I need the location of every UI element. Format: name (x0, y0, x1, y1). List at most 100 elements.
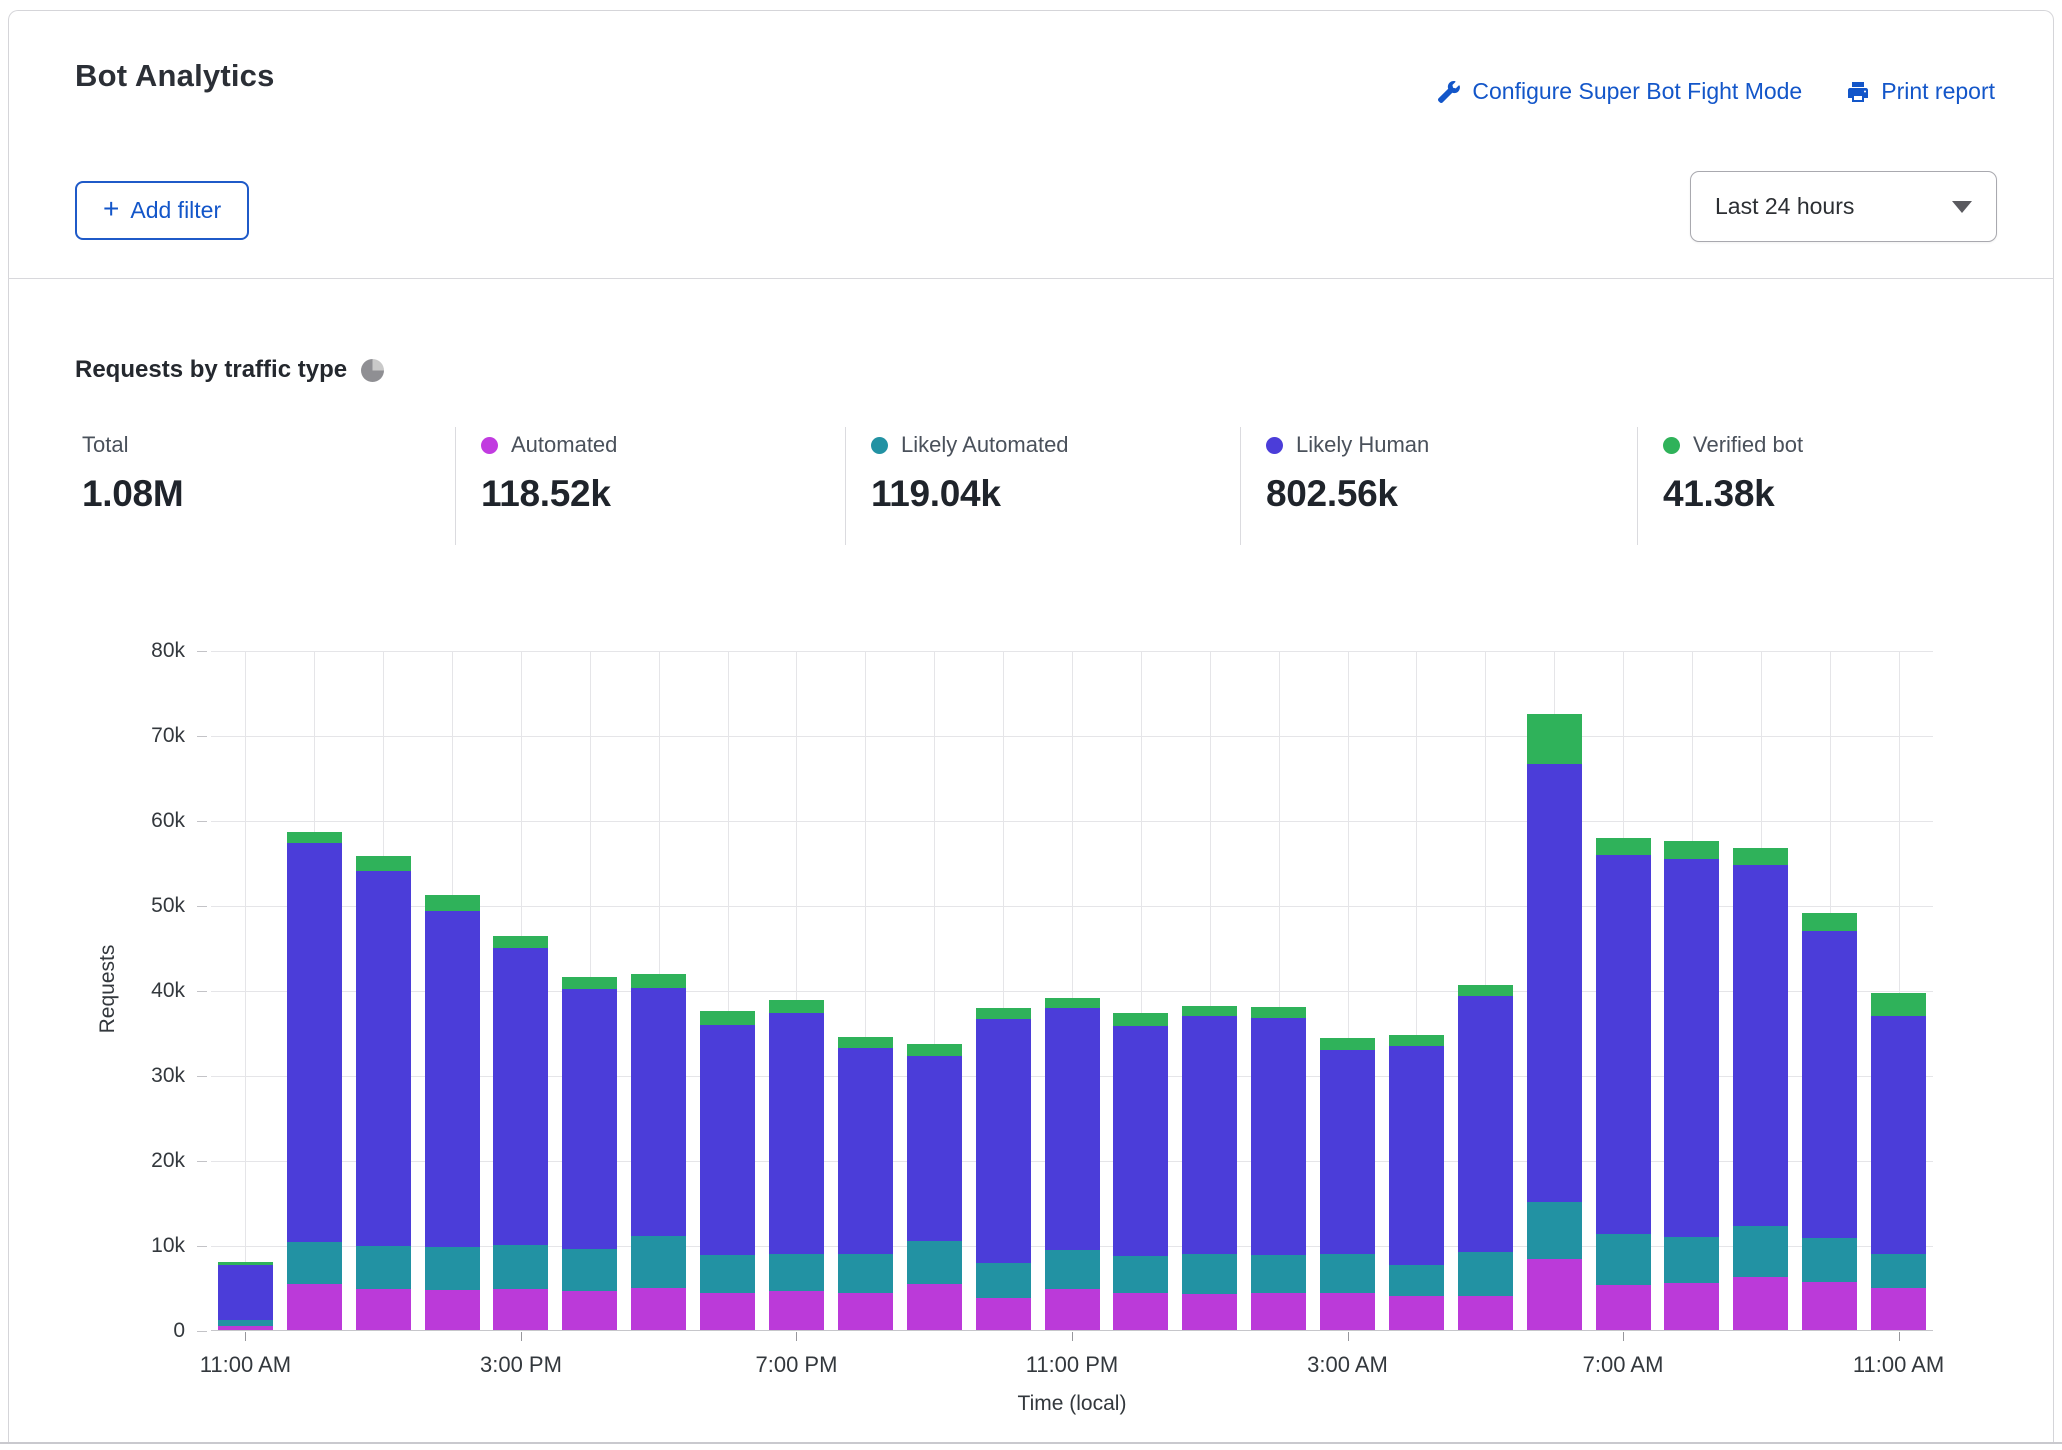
bar-9:00 PM[interactable] (906, 1044, 962, 1330)
bar-segment-likely-automated[interactable] (1457, 1251, 1513, 1296)
bar-segment-verified-bot[interactable] (1802, 912, 1858, 932)
bar-segment-likely-human[interactable] (1044, 1007, 1100, 1251)
bar-segment-likely-human[interactable] (631, 988, 687, 1236)
bar-segment-automated[interactable] (1457, 1296, 1513, 1330)
bar-2:00 PM[interactable] (424, 894, 480, 1330)
bar-segment-likely-human[interactable] (700, 1024, 756, 1256)
bar-segment-likely-automated[interactable] (837, 1254, 893, 1293)
bar-segment-likely-automated[interactable] (286, 1241, 342, 1285)
bar-segment-likely-automated[interactable] (975, 1262, 1031, 1298)
bar-segment-likely-human[interactable] (906, 1056, 962, 1241)
bar-segment-likely-human[interactable] (1802, 931, 1858, 1239)
bar-segment-automated[interactable] (493, 1289, 549, 1330)
bar-segment-likely-human[interactable] (837, 1047, 893, 1255)
bar-segment-likely-automated[interactable] (1320, 1254, 1376, 1294)
bar-segment-verified-bot[interactable] (286, 831, 342, 843)
bar-segment-automated[interactable] (1871, 1288, 1927, 1330)
bar-segment-verified-bot[interactable] (1664, 841, 1720, 860)
bar-7:00 PM[interactable] (768, 1000, 824, 1330)
bar-11:00 PM[interactable] (1044, 997, 1100, 1330)
bar-segment-automated[interactable] (1526, 1258, 1582, 1330)
bar-segment-likely-human[interactable] (286, 842, 342, 1242)
bar-5:00 AM[interactable] (1457, 984, 1513, 1330)
bar-segment-verified-bot[interactable] (1044, 997, 1100, 1008)
bar-segment-likely-human[interactable] (493, 947, 549, 1246)
configure-super-bot-fight-mode-link[interactable]: Configure Super Bot Fight Mode (1437, 78, 1802, 105)
bar-segment-likely-automated[interactable] (631, 1235, 687, 1289)
stat-automated[interactable]: Automated 118.52k (455, 427, 845, 545)
bar-segment-verified-bot[interactable] (906, 1044, 962, 1057)
bar-12:00 AM[interactable] (1113, 1012, 1169, 1330)
bar-segment-likely-automated[interactable] (700, 1255, 756, 1293)
bar-segment-verified-bot[interactable] (837, 1036, 893, 1048)
bar-1:00 PM[interactable] (355, 855, 411, 1330)
bar-segment-verified-bot[interactable] (1182, 1006, 1238, 1017)
bar-10:00 AM[interactable] (1802, 912, 1858, 1330)
bar-segment-verified-bot[interactable] (631, 973, 687, 989)
bar-segment-automated[interactable] (1388, 1296, 1444, 1330)
bar-segment-verified-bot[interactable] (1526, 713, 1582, 764)
bar-11:00 AM[interactable] (1871, 993, 1927, 1330)
bar-segment-automated[interactable] (1320, 1293, 1376, 1330)
bar-3:00 AM[interactable] (1320, 1037, 1376, 1330)
bar-segment-likely-human[interactable] (1251, 1018, 1307, 1256)
bar-segment-likely-human[interactable] (1320, 1049, 1376, 1255)
stat-verified-bot[interactable]: Verified bot 41.38k (1637, 427, 1992, 545)
bar-segment-likely-automated[interactable] (355, 1245, 411, 1290)
bar-6:00 AM[interactable] (1526, 713, 1582, 1330)
bar-segment-likely-automated[interactable] (1733, 1226, 1789, 1278)
bar-segment-likely-human[interactable] (562, 989, 618, 1250)
bar-segment-likely-automated[interactable] (1113, 1256, 1169, 1294)
bar-segment-verified-bot[interactable] (1595, 837, 1651, 855)
bar-segment-automated[interactable] (424, 1290, 480, 1330)
bar-segment-automated[interactable] (286, 1284, 342, 1330)
bar-5:00 PM[interactable] (631, 973, 687, 1330)
bar-segment-automated[interactable] (1182, 1294, 1238, 1330)
bar-segment-verified-bot[interactable] (1457, 984, 1513, 996)
print-report-link[interactable]: Print report (1846, 78, 1995, 105)
bar-segment-verified-bot[interactable] (355, 855, 411, 872)
bar-segment-likely-automated[interactable] (217, 1319, 273, 1326)
bar-segment-verified-bot[interactable] (1388, 1035, 1444, 1047)
bar-segment-automated[interactable] (975, 1297, 1031, 1330)
bar-segment-verified-bot[interactable] (217, 1262, 273, 1266)
bar-segment-likely-automated[interactable] (1871, 1254, 1927, 1289)
bar-8:00 AM[interactable] (1664, 841, 1720, 1330)
bar-segment-verified-bot[interactable] (768, 1000, 824, 1013)
bar-4:00 PM[interactable] (562, 977, 618, 1330)
bar-segment-likely-human[interactable] (1113, 1025, 1169, 1257)
bar-segment-likely-human[interactable] (424, 910, 480, 1247)
bar-segment-likely-automated[interactable] (1044, 1250, 1100, 1290)
bar-2:00 AM[interactable] (1251, 1007, 1307, 1330)
bar-segment-likely-automated[interactable] (1182, 1254, 1238, 1295)
bar-segment-likely-automated[interactable] (1595, 1233, 1651, 1285)
bar-4:00 AM[interactable] (1388, 1035, 1444, 1330)
bar-segment-automated[interactable] (562, 1290, 618, 1330)
stat-total[interactable]: Total 1.08M (82, 427, 455, 545)
bar-segment-likely-human[interactable] (1595, 854, 1651, 1234)
bar-segment-likely-human[interactable] (355, 871, 411, 1246)
bar-segment-automated[interactable] (355, 1289, 411, 1330)
bar-7:00 AM[interactable] (1595, 837, 1651, 1330)
bar-segment-automated[interactable] (1664, 1283, 1720, 1330)
bar-11:00 AM[interactable] (217, 1262, 273, 1330)
bar-segment-automated[interactable] (768, 1290, 824, 1330)
bar-segment-automated[interactable] (1044, 1289, 1100, 1330)
bar-segment-likely-human[interactable] (1182, 1016, 1238, 1255)
bar-segment-verified-bot[interactable] (493, 935, 549, 948)
bar-segment-likely-automated[interactable] (562, 1249, 618, 1291)
bar-segment-verified-bot[interactable] (562, 977, 618, 990)
bar-segment-likely-human[interactable] (1871, 1015, 1927, 1255)
stat-likely-automated[interactable]: Likely Automated 119.04k (845, 427, 1240, 545)
bar-segment-likely-automated[interactable] (906, 1240, 962, 1285)
bar-3:00 PM[interactable] (493, 935, 549, 1330)
bar-6:00 PM[interactable] (700, 1011, 756, 1330)
bar-segment-verified-bot[interactable] (975, 1007, 1031, 1019)
bar-segment-likely-human[interactable] (768, 1012, 824, 1254)
bar-segment-verified-bot[interactable] (1871, 993, 1927, 1016)
bar-segment-likely-automated[interactable] (1526, 1201, 1582, 1259)
bar-9:00 AM[interactable] (1733, 848, 1789, 1330)
bar-segment-verified-bot[interactable] (1320, 1037, 1376, 1050)
bar-segment-likely-automated[interactable] (1802, 1238, 1858, 1283)
bar-segment-likely-human[interactable] (1733, 865, 1789, 1227)
